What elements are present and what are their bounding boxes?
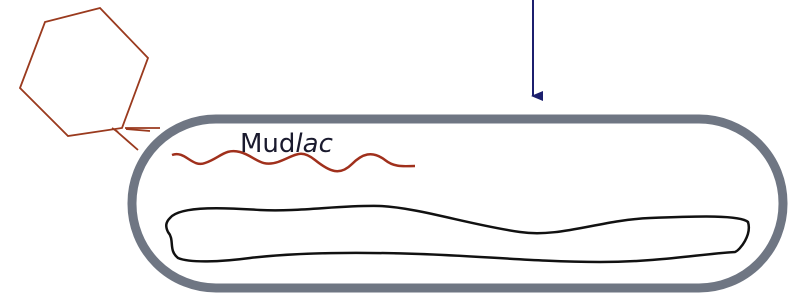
label-roman: Mud <box>240 129 295 159</box>
phage-tail <box>114 129 150 150</box>
mudlac-label: Mudlac <box>240 129 333 159</box>
phage-head <box>20 8 148 136</box>
label-italic: lac <box>295 129 332 159</box>
page: Mudlac (() => { const data = JSON.parse(… <box>0 0 796 294</box>
bacterial-cell <box>132 119 783 288</box>
diagram: Mudlac <box>0 0 796 294</box>
